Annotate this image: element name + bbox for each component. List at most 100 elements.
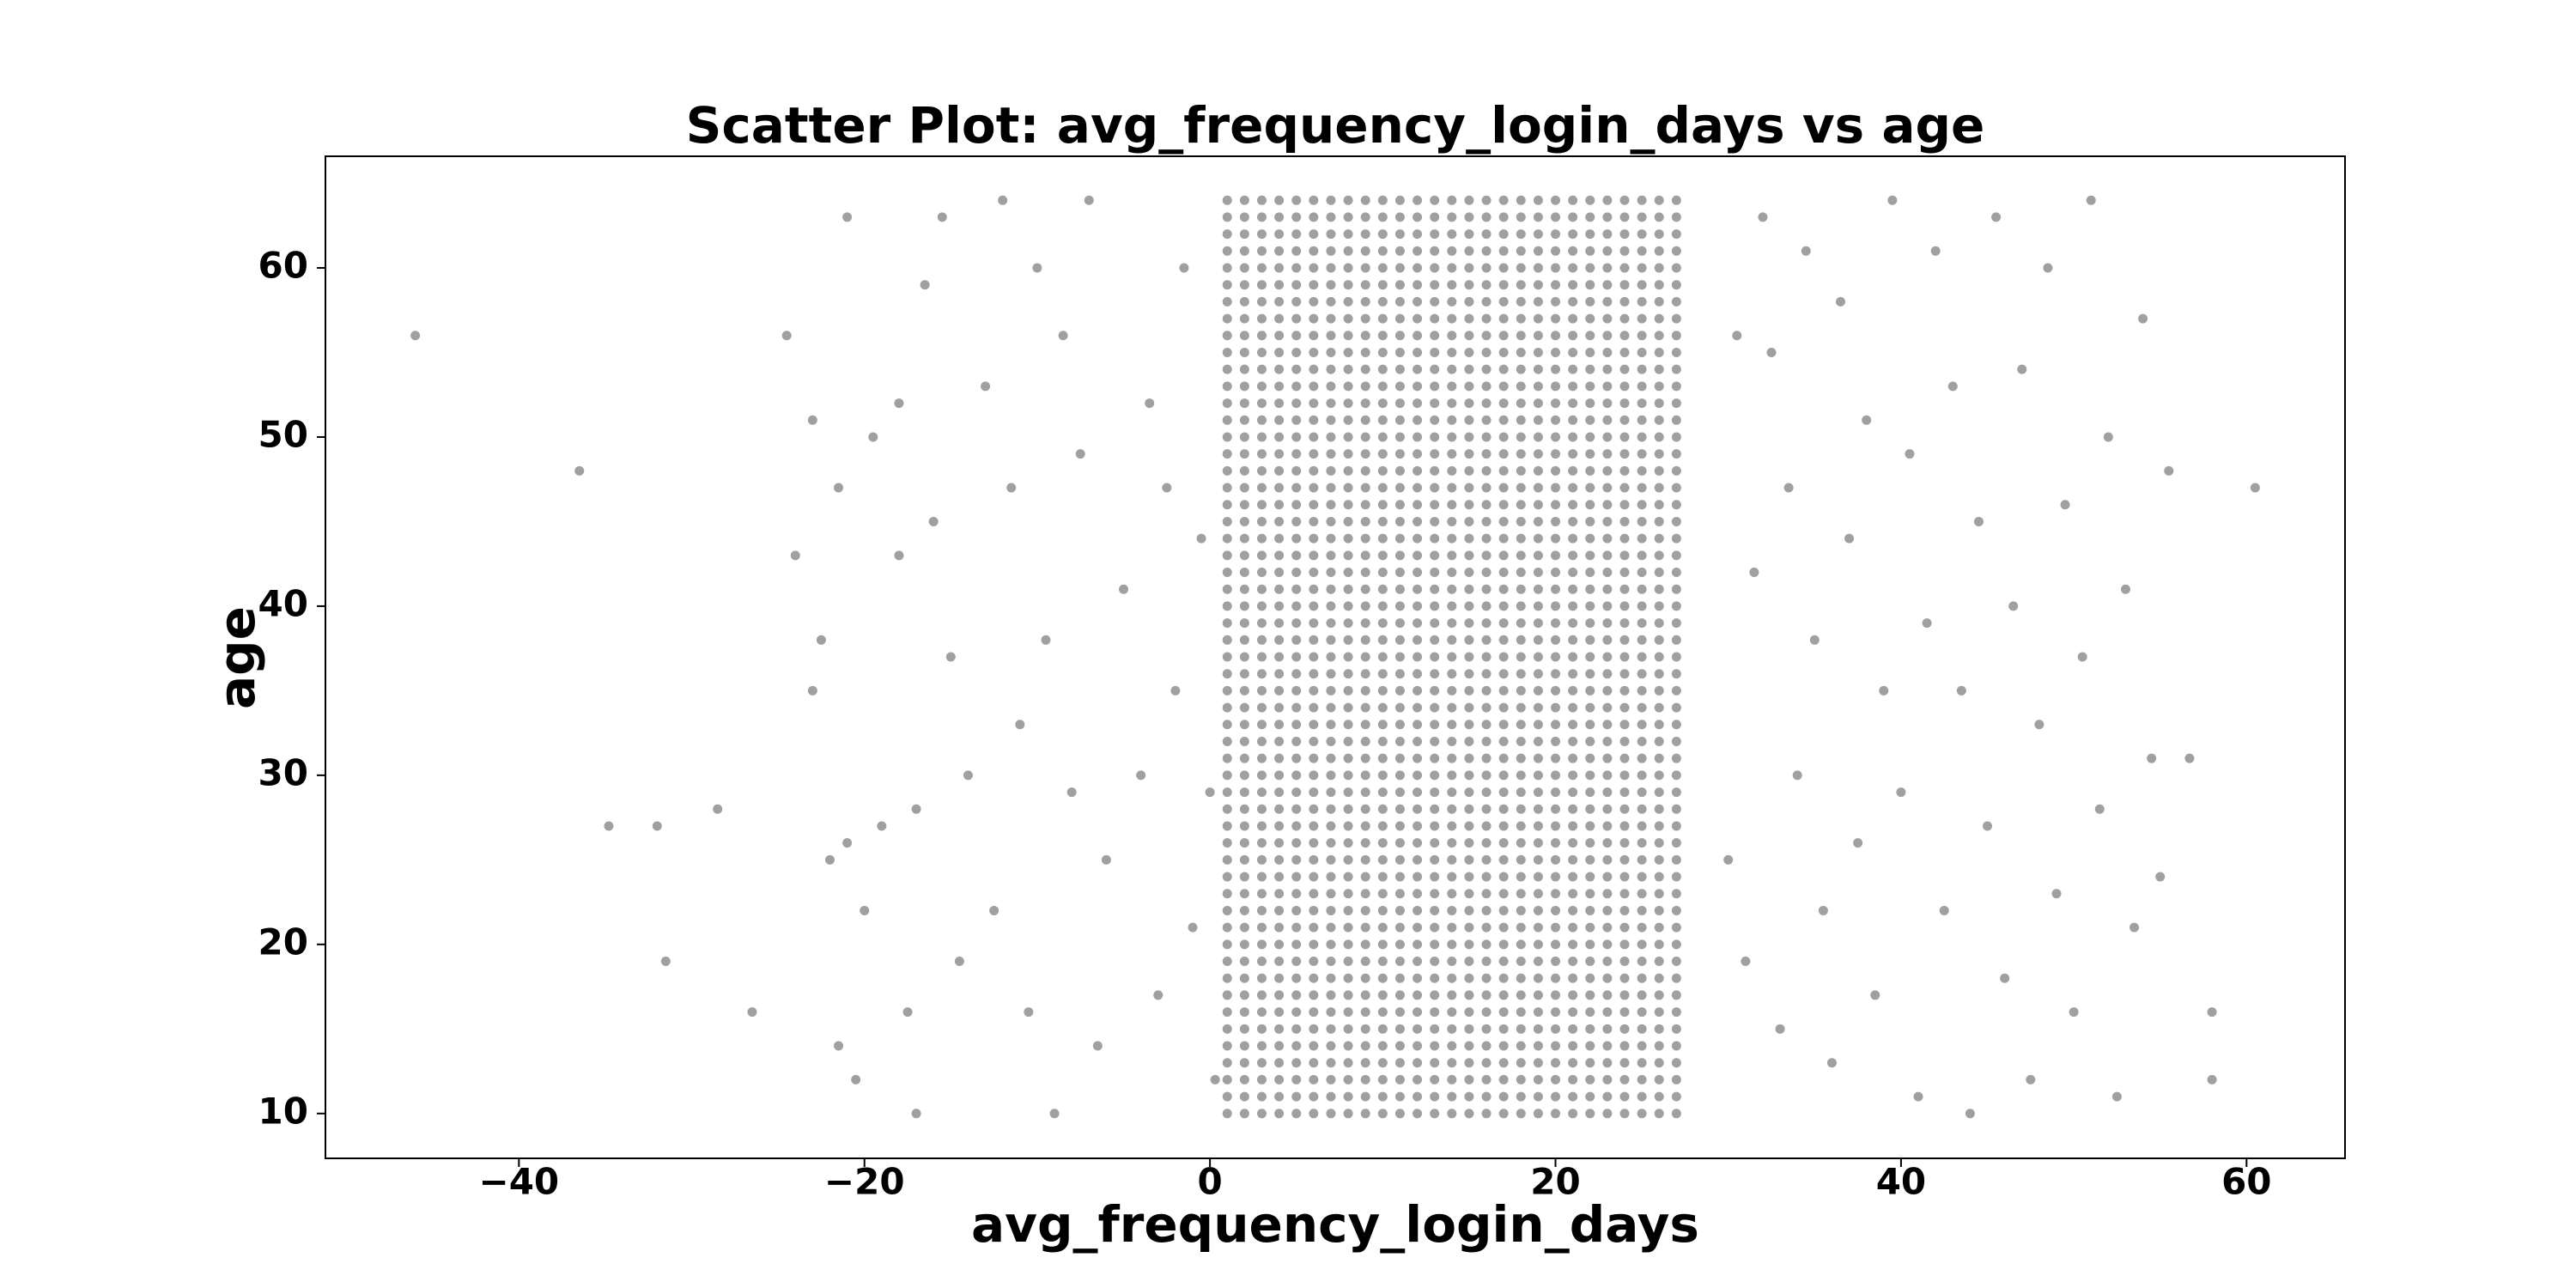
- point: [1343, 854, 1353, 865]
- point: [1413, 313, 1423, 324]
- point: [1394, 550, 1405, 561]
- point: [1585, 550, 1595, 561]
- point: [1585, 415, 1595, 425]
- point: [1291, 584, 1302, 594]
- point: [1343, 957, 1353, 967]
- point: [1585, 347, 1595, 357]
- point: [1516, 635, 1526, 645]
- point: [1498, 652, 1509, 662]
- y-axis-label: age: [208, 606, 266, 709]
- point: [1326, 787, 1336, 798]
- point: [1637, 872, 1647, 882]
- point: [1481, 787, 1492, 798]
- point: [1619, 1074, 1630, 1084]
- point: [1360, 347, 1370, 357]
- point: [1447, 635, 1457, 645]
- point: [1239, 1024, 1249, 1034]
- point: [1481, 804, 1492, 814]
- point: [1413, 1041, 1423, 1051]
- point: [1533, 702, 1543, 713]
- point: [1256, 212, 1267, 222]
- point: [1239, 922, 1249, 933]
- point: [1568, 195, 1578, 205]
- point: [1274, 889, 1285, 899]
- point: [1377, 398, 1388, 409]
- point: [1671, 212, 1681, 222]
- point: [1274, 702, 1285, 713]
- point: [1568, 246, 1578, 256]
- point: [1326, 1007, 1336, 1018]
- point: [1533, 465, 1543, 476]
- point: [1291, 957, 1302, 967]
- point: [1585, 1007, 1595, 1018]
- point: [1309, 415, 1319, 425]
- point: [1498, 296, 1509, 307]
- point: [1585, 1058, 1595, 1068]
- point: [1533, 1007, 1543, 1018]
- point: [2164, 465, 2174, 476]
- point: [1619, 331, 1630, 341]
- point: [1291, 720, 1302, 730]
- point: [1239, 838, 1249, 848]
- point: [1464, 1058, 1474, 1068]
- point: [1447, 787, 1457, 798]
- point: [1291, 669, 1302, 679]
- point: [1619, 922, 1630, 933]
- point: [1394, 736, 1405, 746]
- point: [1239, 720, 1249, 730]
- point: [1602, 415, 1613, 425]
- point: [1637, 990, 1647, 1000]
- point: [1498, 753, 1509, 763]
- point: [1360, 1058, 1370, 1068]
- point: [1343, 533, 1353, 544]
- point: [1413, 804, 1423, 814]
- point: [2077, 652, 2087, 662]
- point: [1377, 872, 1388, 882]
- point: [928, 516, 939, 526]
- point: [1498, 1109, 1509, 1119]
- point: [1498, 990, 1509, 1000]
- point: [1809, 635, 1820, 645]
- point: [877, 821, 887, 831]
- point: [1602, 1041, 1613, 1051]
- point: [1309, 1109, 1319, 1119]
- point: [1516, 669, 1526, 679]
- point: [1309, 500, 1319, 510]
- point: [1239, 702, 1249, 713]
- point: [1551, 720, 1561, 730]
- point: [1309, 652, 1319, 662]
- point: [1619, 736, 1630, 746]
- point: [1568, 364, 1578, 374]
- point: [1430, 296, 1440, 307]
- point: [1274, 736, 1285, 746]
- point: [1671, 280, 1681, 290]
- point: [1256, 364, 1267, 374]
- point: [1585, 990, 1595, 1000]
- point: [1533, 584, 1543, 594]
- point: [1516, 229, 1526, 240]
- point: [1654, 500, 1664, 510]
- point: [1309, 922, 1319, 933]
- point: [1671, 296, 1681, 307]
- point: [1291, 618, 1302, 629]
- point: [1222, 939, 1232, 950]
- point: [1464, 313, 1474, 324]
- point: [1360, 753, 1370, 763]
- point: [1447, 618, 1457, 629]
- point: [1222, 635, 1232, 645]
- point: [2184, 753, 2195, 763]
- point: [1654, 381, 1664, 392]
- point: [1377, 415, 1388, 425]
- point: [1309, 584, 1319, 594]
- point: [1671, 753, 1681, 763]
- point: [1481, 533, 1492, 544]
- point: [1239, 550, 1249, 561]
- point: [1309, 1007, 1319, 1018]
- point: [1585, 246, 1595, 256]
- point: [1430, 263, 1440, 273]
- point: [1637, 500, 1647, 510]
- point: [1464, 212, 1474, 222]
- point: [1551, 1058, 1561, 1068]
- point: [1637, 652, 1647, 662]
- point: [1551, 973, 1561, 983]
